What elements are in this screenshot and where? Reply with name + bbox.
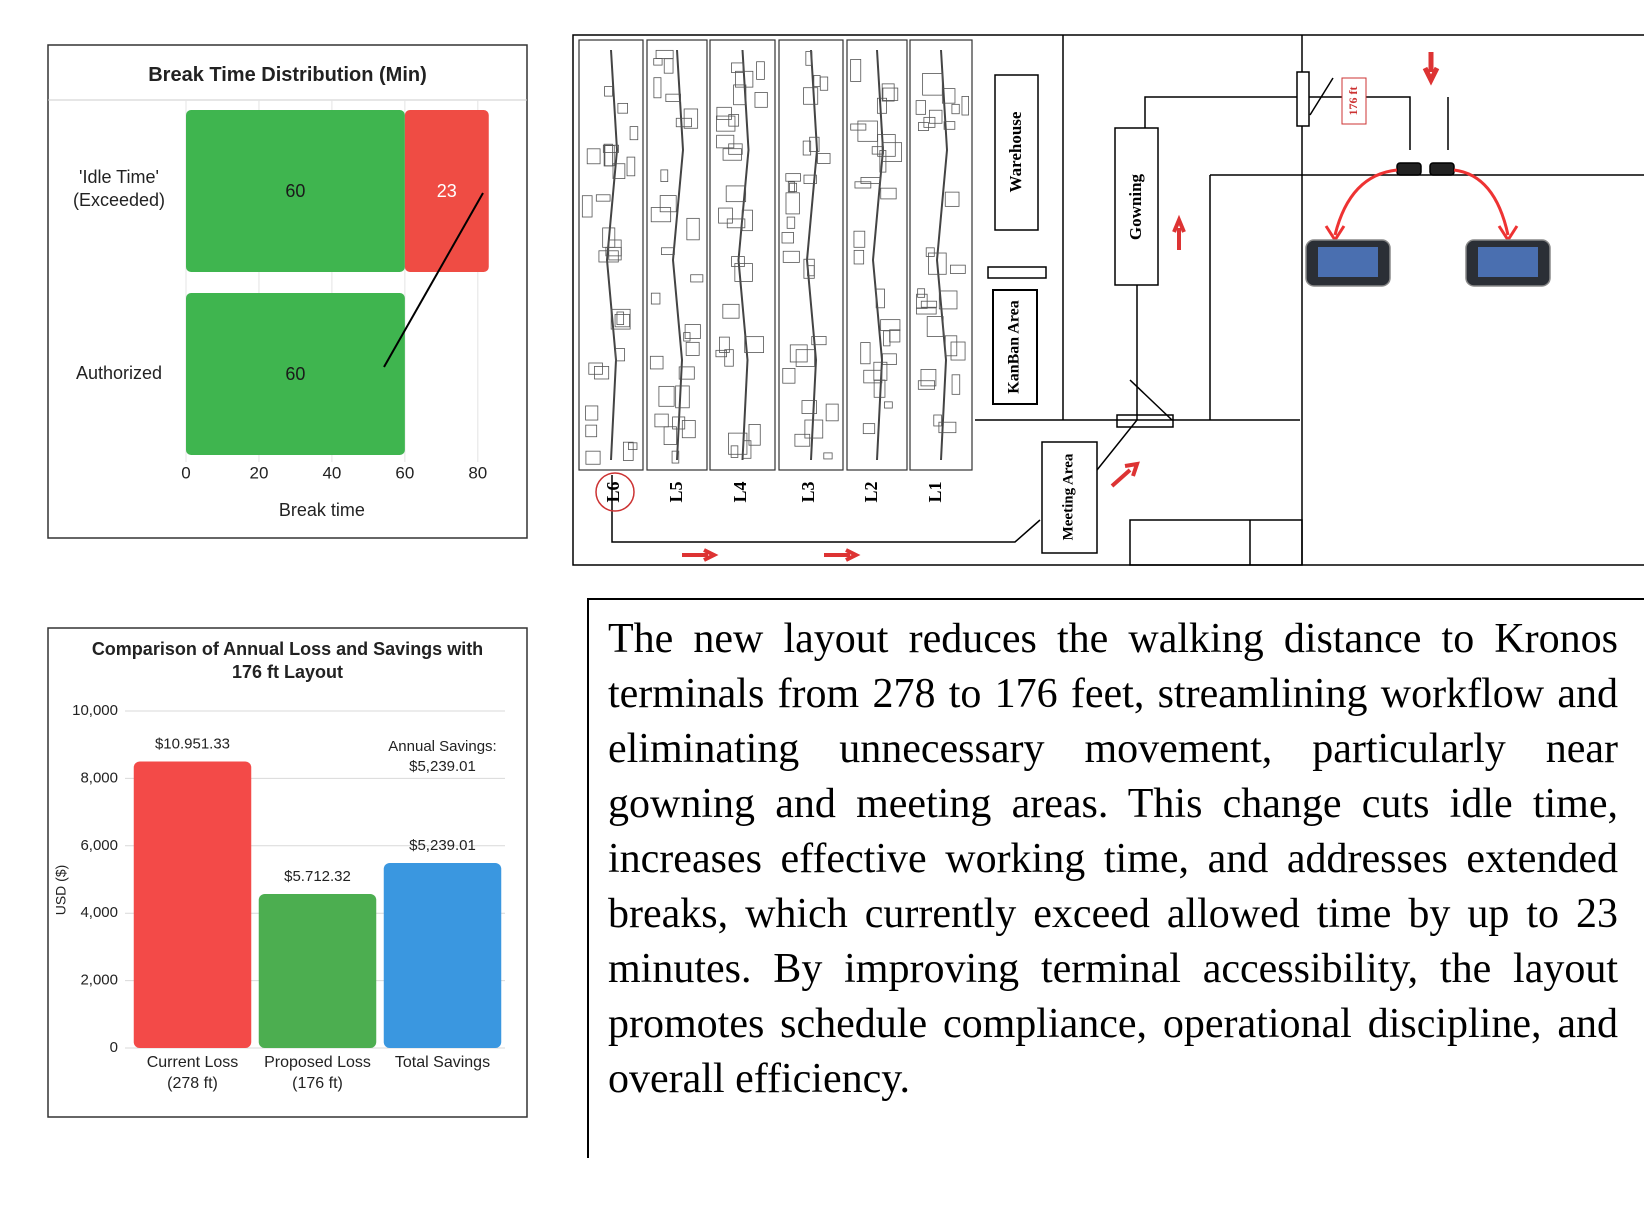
data-label: 23 (437, 181, 457, 201)
y-tick-label: 0 (110, 1039, 118, 1056)
y-tick-label: 4,000 (80, 904, 118, 921)
chart1-title: Break Time Distribution (Min) (48, 62, 527, 88)
paragraph: The new layout reduces the walking dista… (608, 612, 1618, 1107)
bar (384, 863, 502, 1048)
gowning-label: Gowning (1126, 173, 1145, 240)
x-tick-label: 20 (249, 463, 268, 482)
x-tick-label: 40 (322, 463, 341, 482)
y-tick-label: 8,000 (80, 769, 118, 786)
line-label: L1 (925, 481, 945, 502)
y-tick-label: 6,000 (80, 837, 118, 854)
line-label: L2 (861, 481, 881, 502)
terminal-screen (1478, 247, 1538, 277)
door (1297, 72, 1309, 126)
bar (259, 894, 377, 1048)
x-tick-label: Current Loss (278 ft) (133, 1053, 253, 1095)
kronos-terminal (1397, 163, 1421, 175)
text-box: The new layout reduces the walking dista… (587, 598, 1644, 1158)
data-label: 60 (285, 364, 305, 384)
x-axis-label: Break time (279, 500, 365, 520)
y-tick-label: 10,000 (72, 702, 118, 719)
bar-annotation: $5.712.32 (284, 868, 351, 885)
line-label: L4 (730, 481, 750, 502)
x-tick-label: 60 (395, 463, 414, 482)
kanban-label: KanBan Area (1006, 300, 1023, 394)
y-tick-label: Authorized (58, 362, 180, 385)
annotation: Annual Savings: $5,239.01 (363, 737, 523, 776)
distance-label: 176 ft (1346, 87, 1360, 116)
terminal-screen (1318, 247, 1378, 277)
meeting-label: Meeting Area (1060, 453, 1076, 540)
page: 0 20 40 60 80 Break time 60 23 60 0 2,000 4,000 6,00… (0, 0, 1644, 1209)
y-tick-label: 2,000 (80, 972, 118, 989)
x-tick-label: 0 (181, 463, 190, 482)
warehouse-label: Warehouse (1006, 111, 1025, 192)
line-label: L3 (798, 481, 818, 502)
y-axis-label: USD ($) (53, 865, 69, 916)
kronos-terminal (1430, 163, 1454, 175)
x-tick-label: Proposed Loss (176 ft) (258, 1053, 378, 1095)
bar-annotation: $10.951.33 (155, 736, 230, 753)
line-label: L6 (603, 481, 623, 502)
chart2-title: Comparison of Annual Loss and Savings wi… (48, 638, 527, 685)
data-label: 60 (285, 181, 305, 201)
x-tick-label: Total Savings (383, 1053, 503, 1074)
bar-annotation: $5,239.01 (409, 837, 476, 854)
bar (134, 762, 252, 1048)
x-tick-label: 80 (468, 463, 487, 482)
line-label: L5 (666, 481, 686, 502)
y-tick-label: 'Idle Time' (Exceeded) (58, 166, 180, 213)
